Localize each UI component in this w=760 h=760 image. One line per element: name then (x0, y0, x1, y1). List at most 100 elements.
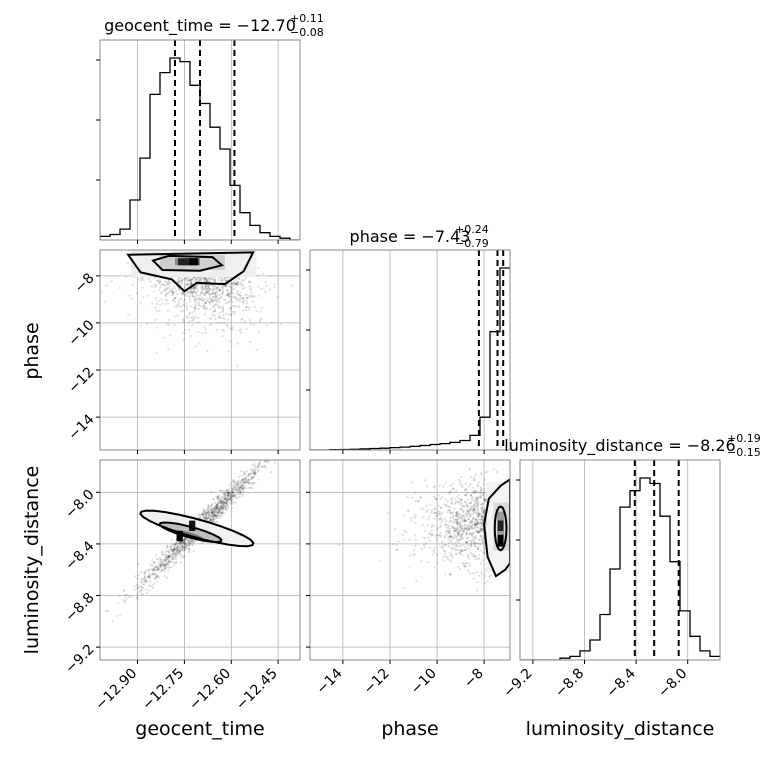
sample-point (456, 532, 459, 535)
sample-point (483, 478, 486, 482)
axes-frame (309, 459, 511, 661)
sample-point (200, 278, 203, 281)
sample-point (214, 505, 217, 508)
sample-point (224, 496, 227, 499)
sample-point (221, 500, 224, 503)
sample-point (479, 549, 482, 552)
sample-point (475, 490, 478, 493)
sample-point (252, 295, 255, 298)
sample-point (179, 282, 182, 286)
contour-inner (158, 521, 223, 544)
sample-point (160, 560, 163, 563)
sample-point (231, 480, 235, 483)
sample-point (445, 533, 448, 536)
sample-point (130, 595, 133, 599)
sample-point (452, 526, 455, 530)
sample-point (205, 291, 208, 294)
sample-point (476, 505, 479, 508)
sample-point (146, 576, 150, 579)
sample-point (174, 542, 177, 545)
sample-point (468, 533, 471, 536)
sample-point (245, 306, 248, 309)
sample-point (215, 299, 218, 302)
sample-point (147, 568, 150, 572)
sample-point (475, 519, 478, 522)
sample-point (444, 550, 447, 553)
sample-point (223, 321, 226, 324)
sample-point (190, 282, 193, 285)
sample-point (186, 548, 189, 551)
sample-point (128, 294, 131, 297)
sample-point (472, 527, 475, 531)
sample-point (247, 308, 251, 311)
sample-point (433, 507, 436, 510)
sample-point (465, 518, 468, 521)
sample-point (166, 576, 169, 580)
sample-point (481, 494, 484, 497)
sample-point (190, 540, 193, 543)
sample-point (466, 562, 469, 565)
sample-point (406, 496, 409, 499)
sample-point (157, 569, 160, 572)
sample-point (486, 580, 489, 584)
sample-point (164, 564, 167, 567)
sample-point (473, 504, 476, 507)
sample-point (220, 502, 223, 505)
sample-point (461, 510, 464, 513)
sample-point (174, 554, 177, 557)
sample-point (212, 295, 215, 298)
sample-point (437, 518, 440, 521)
sample-point (221, 316, 224, 320)
sample-point (449, 519, 452, 523)
sample-point (187, 541, 190, 544)
sample-point (216, 496, 219, 499)
title-luminosity_distance-sup: +0.19 (727, 432, 760, 445)
sample-point (338, 543, 341, 546)
sample-point (172, 549, 175, 553)
sample-point (460, 553, 463, 557)
sample-point (217, 284, 221, 287)
sample-point (238, 488, 241, 491)
grid (342, 250, 485, 450)
sample-point (203, 278, 207, 281)
sample-point (210, 508, 213, 511)
sample-point (200, 296, 203, 299)
sample-point (166, 556, 169, 560)
sample-point (216, 495, 219, 498)
sample-point (481, 510, 484, 513)
sample-point (130, 297, 133, 300)
sample-point (217, 305, 220, 308)
sample-point (450, 498, 453, 501)
sample-point (434, 534, 437, 537)
sample-point (232, 485, 236, 488)
sample-point (167, 560, 171, 563)
sample-point (236, 480, 239, 483)
sample-point (264, 290, 267, 293)
density-peak (176, 531, 183, 542)
sample-point (210, 518, 213, 522)
sample-point (481, 573, 484, 576)
sample-point (220, 306, 223, 309)
sample-point (221, 293, 224, 296)
sample-point (207, 503, 210, 506)
sample-point (204, 509, 207, 512)
sample-point (165, 554, 168, 557)
sample-point (472, 490, 475, 493)
sample-point (470, 494, 473, 497)
sample-point (480, 522, 483, 525)
sample-point (479, 534, 482, 537)
sample-point (253, 295, 256, 298)
sample-point (161, 569, 164, 572)
sample-point (449, 540, 452, 543)
sample-point (227, 501, 230, 504)
sample-point (426, 508, 429, 512)
sample-point (165, 281, 168, 284)
sample-point (172, 291, 175, 294)
sample-point (212, 509, 215, 512)
sample-point (140, 589, 143, 592)
sample-point (477, 483, 480, 486)
sample-point (221, 495, 224, 499)
sample-point (242, 279, 245, 282)
sample-point (188, 297, 191, 301)
sample-point (215, 321, 218, 324)
